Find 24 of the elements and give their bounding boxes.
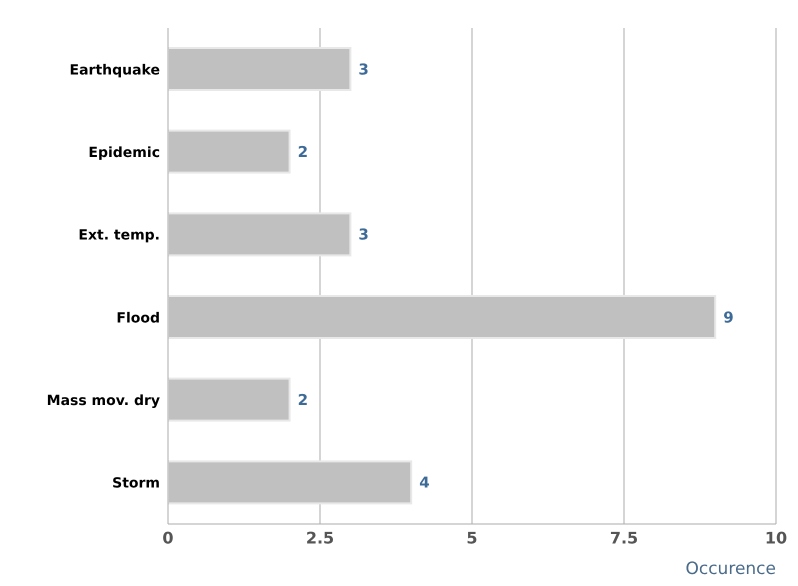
x-axis-title: Occurence [685, 559, 776, 579]
data-label: 9 [723, 308, 734, 326]
data-label: 3 [358, 60, 369, 78]
bar [168, 47, 352, 91]
data-label: 3 [358, 226, 369, 244]
data-label: 2 [298, 142, 308, 161]
y-tick-label: Flood [116, 310, 160, 326]
bar [168, 130, 291, 174]
y-tick-label: Mass mov. dry [46, 392, 160, 409]
data-label: 2 [298, 390, 308, 409]
x-tick-label: 10 [764, 528, 788, 548]
x-tick-label: 0 [162, 528, 174, 548]
bar [168, 460, 412, 504]
y-tick-label: Ext. temp. [78, 228, 160, 244]
data-label: 4 [419, 474, 430, 492]
x-tick-label: 2.5 [306, 528, 334, 548]
y-tick-label: Storm [112, 476, 160, 492]
bar [168, 378, 291, 422]
x-tick-label: 5 [466, 528, 478, 548]
bar [168, 295, 716, 339]
x-tick-label: 7.5 [610, 528, 638, 548]
y-tick-label: Earthquake [70, 62, 160, 78]
bar [168, 212, 352, 256]
y-tick-label: Epidemic [88, 144, 160, 161]
